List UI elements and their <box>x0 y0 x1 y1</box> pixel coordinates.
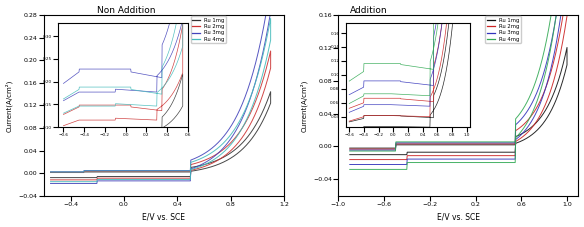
Y-axis label: Current(A/cm²): Current(A/cm²) <box>6 79 13 132</box>
Text: Non Addition: Non Addition <box>97 5 155 15</box>
Text: Addition: Addition <box>350 5 388 15</box>
X-axis label: E/V vs. SCE: E/V vs. SCE <box>437 212 480 222</box>
X-axis label: E/V vs. SCE: E/V vs. SCE <box>142 212 185 222</box>
Legend: Ru 1mg, Ru 2mg, Ru 3mg, Ru 4mg: Ru 1mg, Ru 2mg, Ru 3mg, Ru 4mg <box>485 16 521 43</box>
Y-axis label: Current(A/cm²): Current(A/cm²) <box>300 79 308 132</box>
Legend: Ru 1mg, Ru 2mg, Ru 3mg, Ru 4mg: Ru 1mg, Ru 2mg, Ru 3mg, Ru 4mg <box>190 16 226 43</box>
